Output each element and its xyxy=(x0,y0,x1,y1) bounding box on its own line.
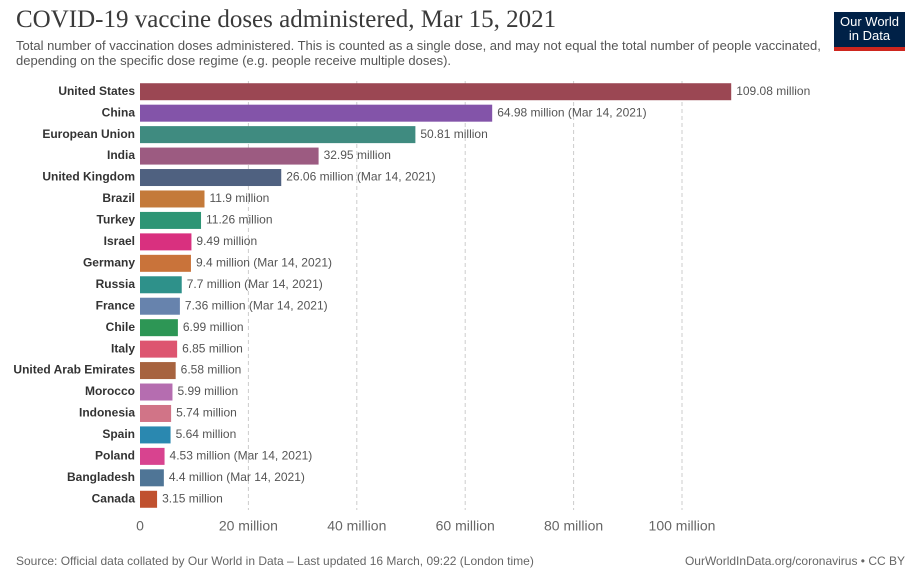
bar xyxy=(140,211,202,229)
x-tick-label: 0 xyxy=(136,518,144,534)
bar xyxy=(140,447,165,465)
bar xyxy=(140,383,173,401)
x-tick-label: 80 million xyxy=(544,518,603,534)
value-label: 7.36 million (Mar 14, 2021) xyxy=(185,298,328,312)
value-label: 4.4 million (Mar 14, 2021) xyxy=(169,470,305,484)
y-tick-label: France xyxy=(96,298,136,312)
chart-title: COVID-19 vaccine doses administered, Mar… xyxy=(16,6,557,33)
bar xyxy=(140,362,176,380)
value-label: 26.06 million (Mar 14, 2021) xyxy=(286,170,435,184)
y-tick-label: Spain xyxy=(102,427,135,441)
y-tick-label: United Kingdom xyxy=(42,170,135,184)
bar xyxy=(140,297,180,315)
y-tick-label: Morocco xyxy=(85,384,135,398)
chart-subtitle: Total number of vaccination doses admini… xyxy=(16,38,821,68)
bar xyxy=(140,190,205,208)
bar xyxy=(140,83,732,101)
y-tick-label: Indonesia xyxy=(79,406,135,420)
bar xyxy=(140,147,319,165)
value-label: 7.7 million (Mar 14, 2021) xyxy=(187,277,323,291)
y-tick-label: Turkey xyxy=(97,213,136,227)
value-label: 9.4 million (Mar 14, 2021) xyxy=(196,255,332,269)
value-label: 9.49 million xyxy=(196,234,257,248)
value-label: 6.99 million xyxy=(183,320,244,334)
bar xyxy=(140,233,192,251)
value-label: 11.9 million xyxy=(209,191,269,205)
y-tick-label: Chile xyxy=(106,320,136,334)
x-tick-label: 20 million xyxy=(219,518,278,534)
y-tick-label: Israel xyxy=(104,234,135,248)
bar xyxy=(140,276,182,294)
y-tick-label: Germany xyxy=(83,255,135,269)
bar xyxy=(140,126,416,144)
value-label: 6.58 million xyxy=(181,363,242,377)
logo[interactable]: Our World in Data xyxy=(834,12,905,51)
bar xyxy=(140,469,164,487)
value-label: 109.08 million xyxy=(736,84,810,98)
value-label: 11.26 million xyxy=(206,213,272,227)
y-tick-label: United States xyxy=(58,84,135,98)
y-tick-label: Russia xyxy=(96,277,136,291)
bar xyxy=(140,319,178,337)
credit[interactable]: OurWorldInData.org/coronavirus • CC BY xyxy=(684,554,905,568)
bar xyxy=(140,169,282,187)
value-label: 50.81 million xyxy=(420,127,487,141)
y-tick-label: Italy xyxy=(111,341,135,355)
value-label: 4.53 million (Mar 14, 2021) xyxy=(170,449,313,463)
value-label: 6.85 million xyxy=(182,341,243,355)
y-tick-label: India xyxy=(107,148,135,162)
bar xyxy=(140,490,158,508)
y-tick-label: Canada xyxy=(92,491,136,505)
value-label: 64.98 million (Mar 14, 2021) xyxy=(497,105,646,119)
value-label: 5.64 million xyxy=(176,427,237,441)
y-tick-label: Brazil xyxy=(102,191,135,205)
source: Source: Official data collated by Our Wo… xyxy=(16,554,534,568)
bar xyxy=(140,104,493,122)
x-tick-label: 60 million xyxy=(436,518,495,534)
value-label: 32.95 million xyxy=(324,148,391,162)
y-tick-label: Poland xyxy=(95,449,135,463)
bar xyxy=(140,426,171,444)
bar xyxy=(140,340,178,358)
value-label: 3.15 million xyxy=(162,491,223,505)
bar xyxy=(140,254,191,272)
bar xyxy=(140,404,172,422)
y-tick-label: Bangladesh xyxy=(67,470,135,484)
y-tick-label: China xyxy=(102,105,136,119)
y-tick-label: United Arab Emirates xyxy=(13,363,135,377)
value-label: 5.74 million xyxy=(176,406,237,420)
x-tick-label: 40 million xyxy=(327,518,386,534)
value-label: 5.99 million xyxy=(177,384,238,398)
x-tick-label: 100 million xyxy=(649,518,716,534)
y-tick-label: European Union xyxy=(42,127,135,141)
